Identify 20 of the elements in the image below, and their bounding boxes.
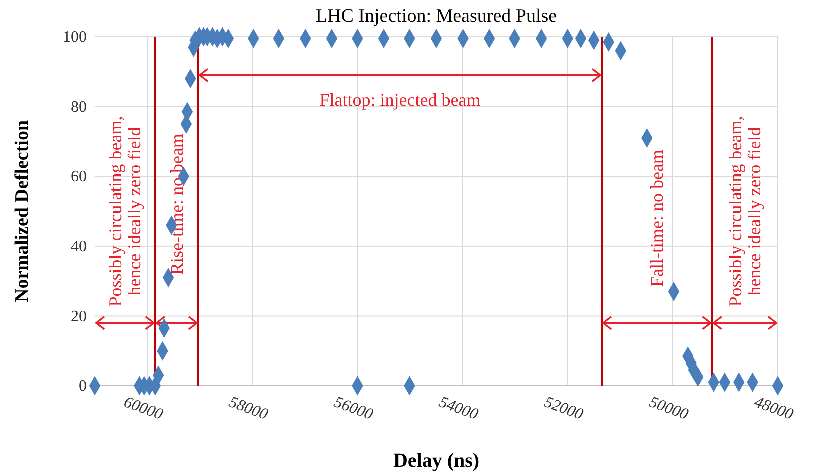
- annotation: Fall-time: no beam: [647, 150, 668, 287]
- x-tick-label: 52000: [542, 394, 586, 424]
- y-tick-label: 60: [71, 168, 87, 186]
- x-tick-label: 58000: [226, 394, 270, 424]
- x-tick-label: 56000: [332, 394, 376, 424]
- x-tick-label: 54000: [437, 394, 480, 424]
- annotation: Possibly circulating beam, hence ideally zero field: [106, 116, 145, 307]
- y-tick-label: 40: [71, 238, 87, 256]
- chart-title: LHC Injection: Measured Pulse: [316, 6, 558, 27]
- y-tick-label: 0: [79, 378, 87, 396]
- x-axis-title: Delay (ns): [393, 450, 480, 472]
- annotation: Flattop: injected beam: [320, 90, 481, 110]
- annotation: Possibly circulating beam, hence ideally zero field: [726, 116, 765, 307]
- x-tick-label: 60000: [122, 394, 166, 424]
- y-tick-label: 80: [71, 98, 87, 116]
- y-tick-label: 100: [63, 29, 87, 46]
- x-tick-label: 48000: [752, 394, 796, 424]
- y-tick-label: 20: [71, 308, 87, 326]
- x-tick-label: 50000: [647, 394, 691, 424]
- y-axis-title: Normalized Deflection: [12, 120, 33, 303]
